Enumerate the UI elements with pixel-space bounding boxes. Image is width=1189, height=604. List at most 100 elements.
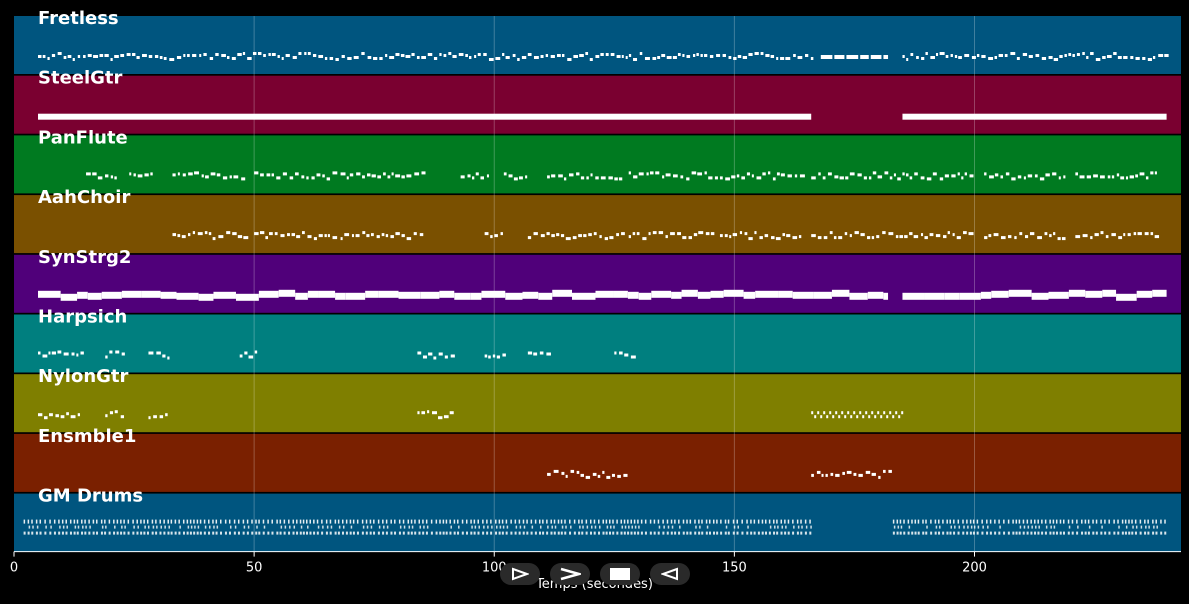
stop-button[interactable] bbox=[600, 563, 640, 585]
note bbox=[589, 519, 592, 524]
note bbox=[345, 292, 366, 300]
note-segment bbox=[811, 231, 974, 240]
note bbox=[856, 415, 859, 419]
note bbox=[379, 57, 383, 60]
track-band bbox=[14, 254, 1181, 313]
note bbox=[736, 519, 739, 524]
note bbox=[422, 355, 427, 359]
note bbox=[957, 172, 960, 176]
note bbox=[159, 56, 163, 59]
note bbox=[902, 292, 925, 300]
note bbox=[944, 174, 949, 178]
track-band bbox=[14, 135, 1181, 194]
note bbox=[522, 519, 525, 524]
note bbox=[246, 519, 249, 524]
note bbox=[817, 236, 822, 240]
note bbox=[880, 415, 883, 419]
note bbox=[907, 531, 910, 535]
note bbox=[895, 235, 899, 239]
note bbox=[215, 519, 218, 524]
note bbox=[307, 52, 311, 55]
note bbox=[572, 236, 577, 240]
note bbox=[946, 531, 949, 535]
note bbox=[1010, 52, 1016, 55]
note bbox=[503, 172, 507, 176]
note bbox=[292, 531, 295, 535]
note bbox=[765, 54, 770, 57]
note bbox=[884, 171, 889, 175]
play-button[interactable] bbox=[500, 563, 540, 585]
note bbox=[697, 172, 703, 176]
note bbox=[1044, 519, 1047, 524]
note bbox=[989, 519, 992, 524]
note bbox=[582, 525, 584, 529]
note-segment bbox=[547, 172, 623, 181]
note bbox=[636, 232, 640, 236]
note bbox=[470, 292, 482, 300]
note bbox=[1100, 531, 1103, 535]
note bbox=[924, 236, 928, 240]
note bbox=[289, 176, 294, 180]
note bbox=[193, 519, 195, 524]
note bbox=[1105, 235, 1109, 239]
note bbox=[705, 519, 708, 524]
note bbox=[883, 292, 889, 300]
note bbox=[1058, 176, 1061, 180]
note bbox=[871, 472, 876, 476]
note bbox=[765, 519, 767, 524]
note bbox=[610, 53, 615, 56]
note bbox=[353, 56, 359, 59]
note bbox=[23, 531, 26, 535]
note-segment bbox=[38, 52, 814, 61]
note bbox=[570, 525, 572, 529]
note bbox=[1055, 519, 1058, 524]
note bbox=[1015, 531, 1018, 535]
note bbox=[317, 525, 320, 529]
note bbox=[133, 525, 135, 529]
rewind-button[interactable] bbox=[650, 563, 690, 585]
note bbox=[628, 54, 632, 57]
note bbox=[1152, 56, 1156, 59]
note bbox=[279, 519, 282, 524]
note bbox=[972, 519, 975, 524]
note bbox=[962, 531, 965, 535]
note bbox=[510, 531, 513, 535]
note bbox=[518, 519, 521, 524]
note bbox=[490, 519, 492, 524]
note bbox=[387, 175, 391, 179]
note bbox=[1016, 57, 1020, 60]
note bbox=[1034, 531, 1037, 535]
note bbox=[609, 531, 612, 535]
note bbox=[545, 54, 549, 57]
note bbox=[97, 176, 103, 180]
note bbox=[550, 55, 555, 58]
track-band bbox=[14, 195, 1181, 254]
note bbox=[605, 531, 608, 535]
note bbox=[753, 519, 756, 524]
note bbox=[556, 233, 560, 237]
note bbox=[452, 55, 457, 58]
note bbox=[92, 531, 95, 535]
note bbox=[127, 519, 130, 524]
note bbox=[474, 525, 477, 529]
note bbox=[510, 519, 512, 524]
note bbox=[1113, 519, 1115, 524]
note bbox=[1008, 235, 1012, 239]
note bbox=[71, 352, 75, 356]
forward-button[interactable] bbox=[550, 563, 590, 585]
note bbox=[909, 232, 913, 236]
note bbox=[567, 58, 572, 61]
note bbox=[419, 233, 424, 237]
note bbox=[533, 56, 539, 59]
note bbox=[844, 415, 847, 419]
note bbox=[1128, 519, 1130, 524]
note bbox=[917, 519, 920, 524]
note bbox=[600, 176, 606, 180]
note bbox=[705, 531, 708, 535]
note bbox=[160, 291, 177, 299]
note bbox=[413, 232, 417, 236]
note bbox=[221, 54, 226, 57]
note bbox=[1014, 236, 1017, 240]
note bbox=[557, 519, 560, 524]
note bbox=[251, 531, 254, 535]
